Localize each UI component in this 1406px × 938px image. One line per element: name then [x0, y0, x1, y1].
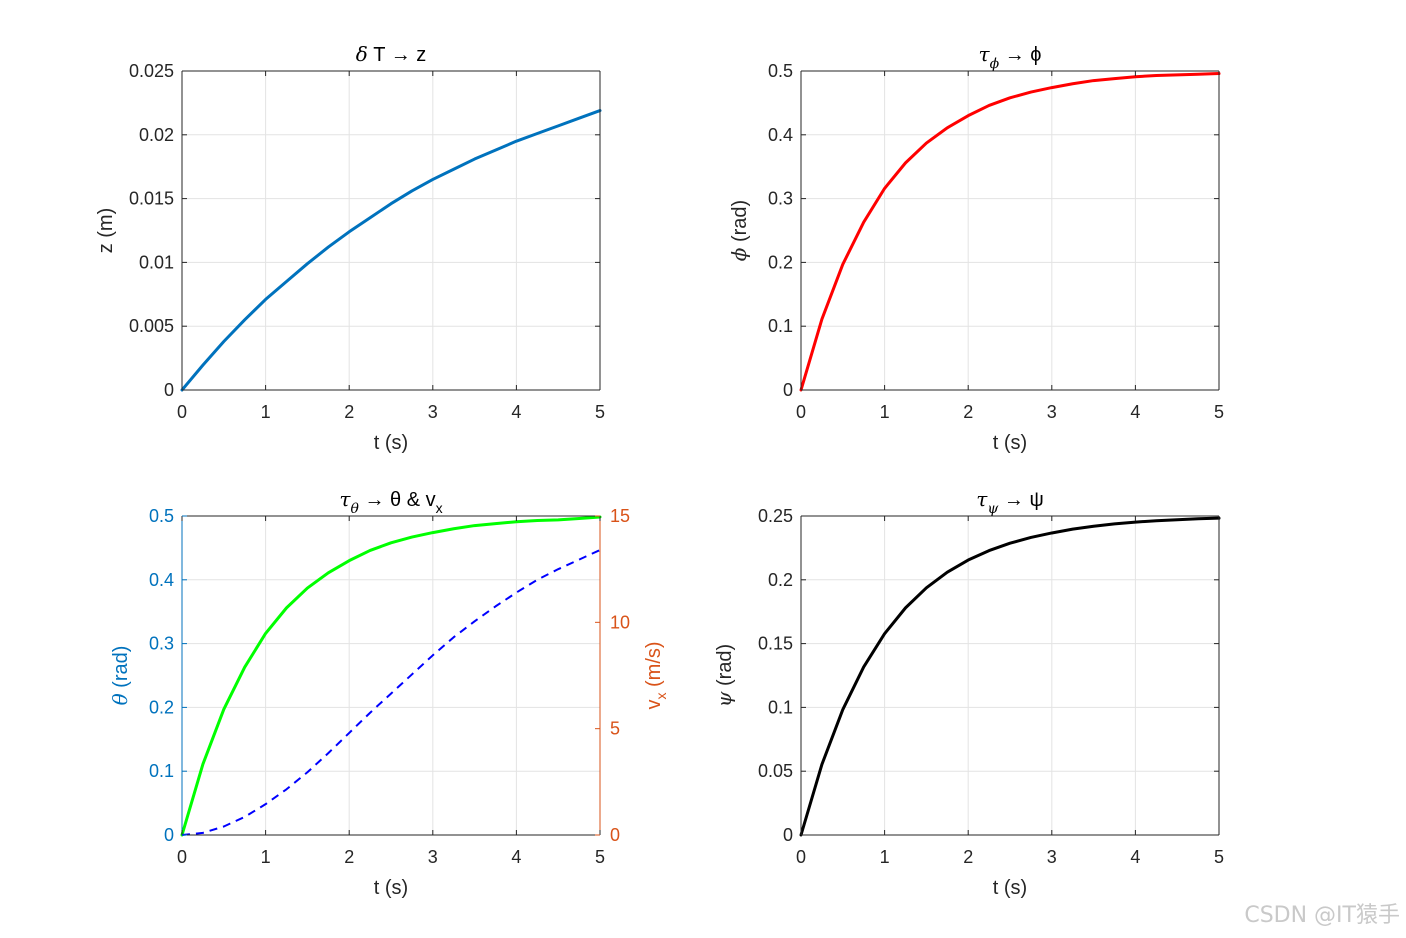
phi-title: τϕ → ϕ: [979, 42, 1042, 72]
theta-vx-ytick-label-right: 5: [610, 719, 620, 739]
psi-plot-area: [801, 516, 1219, 835]
theta-vx-series-line-0: [180, 515, 602, 837]
z-title: δ T → z: [356, 42, 427, 66]
psi-ytick-label: 0.2: [768, 570, 793, 590]
z-xtick-label: 4: [511, 402, 521, 422]
z-ylabel: z (m): [95, 208, 117, 254]
phi-ylabel: ϕ (rad): [727, 200, 751, 261]
theta-vx-ytick-label-right: 10: [610, 612, 630, 632]
theta-vx-plot-area: [182, 516, 600, 835]
phi-xlabel: t (s): [993, 432, 1027, 454]
psi-xtick-label: 1: [880, 847, 890, 867]
theta-vx-series-line-1: [181, 549, 601, 836]
theta-vx-xtick-label: 5: [595, 847, 605, 867]
psi-ytick-label: 0: [783, 825, 793, 845]
theta-vx-ylabel-right: vx (m/s): [643, 641, 669, 709]
theta-vx-ytick-label: 0.5: [149, 506, 174, 526]
phi-ytick-label: 0.2: [768, 252, 793, 272]
theta-vx-ytick-label: 0: [164, 825, 174, 845]
phi-ytick-label: 0.5: [768, 61, 793, 81]
z-ytick-label: 0.025: [129, 61, 174, 81]
phi-xtick-label: 2: [963, 402, 973, 422]
z-xtick-label: 2: [344, 402, 354, 422]
theta-vx-ytick-label: 0.2: [149, 697, 174, 717]
phi-plot-area: [801, 71, 1219, 390]
phi-ytick-label: 0.4: [768, 125, 793, 145]
psi-xtick-label: 4: [1130, 847, 1140, 867]
psi-ytick-label: 0.05: [758, 761, 793, 781]
theta-vx-ytick-label: 0.4: [149, 570, 174, 590]
phi-ytick-label: 0.1: [768, 316, 793, 336]
psi-xlabel: t (s): [993, 877, 1027, 899]
theta-vx-ylabel: θ (rad): [108, 646, 132, 706]
z-xtick-label: 5: [595, 402, 605, 422]
theta-vx-xtick-label: 0: [177, 847, 187, 867]
theta-vx-xtick-label: 3: [428, 847, 438, 867]
z-ytick-label: 0.005: [129, 316, 174, 336]
phi-xtick-label: 0: [796, 402, 806, 422]
phi-ytick-label: 0.3: [768, 189, 793, 209]
theta-vx-xlabel: t (s): [374, 877, 408, 899]
theta-vx-title: τθ → θ & vx: [339, 487, 442, 517]
theta-vx-xtick-label: 4: [511, 847, 521, 867]
theta-vx-ytick-label: 0.1: [149, 761, 174, 781]
psi-xtick-label: 0: [796, 847, 806, 867]
psi-xtick-label: 3: [1047, 847, 1057, 867]
phi-xtick-label: 5: [1214, 402, 1224, 422]
watermark: CSDN @IT猿手: [1244, 903, 1400, 928]
z-ytick-label: 0.01: [139, 252, 174, 272]
theta-vx-ytick-label: 0.3: [149, 634, 174, 654]
phi-series-line-0: [799, 72, 1221, 392]
z-xlabel: t (s): [374, 432, 408, 454]
psi-series-line-0: [799, 516, 1221, 837]
phi-xtick-label: 4: [1130, 402, 1140, 422]
theta-vx-xtick-label: 2: [344, 847, 354, 867]
z-xtick-label: 3: [428, 402, 438, 422]
psi-ylabel: ψ (rad): [712, 644, 736, 707]
z-xtick-label: 1: [261, 402, 271, 422]
phi-xtick-label: 1: [880, 402, 890, 422]
z-xtick-label: 0: [177, 402, 187, 422]
psi-ytick-label: 0.25: [758, 506, 793, 526]
z-ytick-label: 0: [164, 380, 174, 400]
psi-ytick-label: 0.1: [768, 697, 793, 717]
z-ytick-label: 0.015: [129, 189, 174, 209]
z-series-line-0: [180, 109, 602, 392]
phi-xtick-label: 3: [1047, 402, 1057, 422]
panel-phi: 0 1 2 3 4 5 0 0.1 0.2 0.3 0.4 0.5 t (s) ϕ (rad) τϕ → ϕ: [727, 42, 1224, 454]
z-ytick-label: 0.02: [139, 125, 174, 145]
theta-vx-ytick-label-right: 15: [610, 506, 630, 526]
z-plot-area: [182, 71, 600, 390]
theta-vx-xtick-label: 1: [261, 847, 271, 867]
phi-ytick-label: 0: [783, 380, 793, 400]
theta-vx-ytick-label-right: 0: [610, 825, 620, 845]
panel-z: 0 1 2 3 4 5 0 0.005 0.01 0.015 0.02 0.025 t (s) z (m)…: [95, 42, 605, 454]
psi-ytick-label: 0.15: [758, 634, 793, 654]
psi-title: τψ → ψ: [976, 487, 1043, 517]
panel-psi: 0 1 2 3 4 5 0 0.05 0.1 0.15 0.2 0.25 t (s) ψ (rad) τψ …: [712, 487, 1224, 899]
psi-xtick-label: 2: [963, 847, 973, 867]
psi-xtick-label: 5: [1214, 847, 1224, 867]
